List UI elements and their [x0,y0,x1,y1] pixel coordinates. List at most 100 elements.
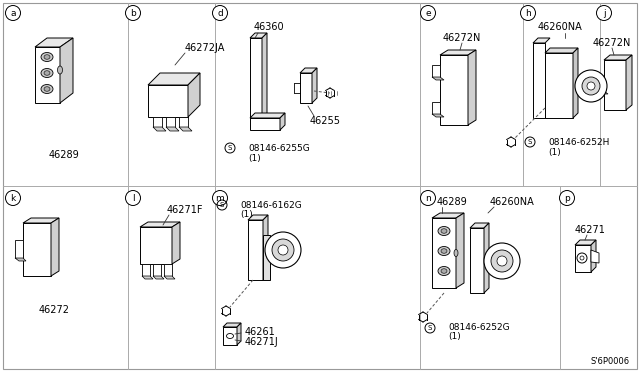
Ellipse shape [454,250,458,257]
Polygon shape [432,65,440,77]
Polygon shape [470,223,489,228]
Circle shape [6,190,20,205]
Text: (1): (1) [548,148,561,157]
Circle shape [420,190,435,205]
Text: 46272JA: 46272JA [185,43,225,53]
Polygon shape [263,215,268,280]
Text: m: m [216,193,225,202]
Ellipse shape [41,68,53,77]
Text: (1): (1) [248,154,260,163]
Polygon shape [250,33,267,38]
Polygon shape [164,276,175,279]
Polygon shape [575,240,596,245]
Text: S: S [528,139,532,145]
Text: e: e [425,9,431,17]
Text: 46260NA: 46260NA [490,197,535,207]
Circle shape [212,190,227,205]
Text: h: h [525,9,531,17]
Polygon shape [573,48,578,118]
Text: S'6P0006: S'6P0006 [591,357,630,366]
Polygon shape [300,68,317,73]
Text: 08146-6252H: 08146-6252H [548,138,609,147]
Polygon shape [172,222,180,264]
Text: 46272N: 46272N [443,33,481,43]
Text: S: S [228,145,232,151]
Text: 46360: 46360 [254,22,285,32]
Polygon shape [15,258,26,261]
Polygon shape [432,114,444,117]
Circle shape [265,232,301,268]
Circle shape [125,190,141,205]
Polygon shape [166,127,179,131]
Polygon shape [432,218,456,288]
Circle shape [497,256,507,266]
Polygon shape [23,223,51,276]
Ellipse shape [441,229,447,233]
Circle shape [125,6,141,20]
Text: a: a [10,9,16,17]
Text: 46260NA: 46260NA [538,22,582,32]
Polygon shape [263,235,270,280]
Text: 46261: 46261 [245,327,276,337]
Polygon shape [597,77,604,91]
Polygon shape [250,113,285,118]
Polygon shape [142,264,150,276]
Polygon shape [250,38,262,118]
Polygon shape [23,218,59,223]
Polygon shape [575,245,591,272]
Polygon shape [533,43,545,118]
Polygon shape [148,85,188,117]
Text: 46272N: 46272N [593,38,631,48]
Polygon shape [545,48,578,53]
Polygon shape [470,228,484,293]
Polygon shape [484,223,489,293]
Polygon shape [626,55,632,110]
Polygon shape [440,55,468,125]
Polygon shape [164,264,172,276]
Polygon shape [248,220,263,280]
Polygon shape [188,73,200,117]
Polygon shape [432,213,464,218]
Polygon shape [140,222,180,227]
Polygon shape [248,215,268,220]
Ellipse shape [41,52,53,61]
Text: 46289: 46289 [49,150,79,160]
Text: 08146-6162G: 08146-6162G [240,201,301,209]
Polygon shape [166,117,175,127]
Polygon shape [280,113,285,130]
Text: 46271F: 46271F [167,205,204,215]
Polygon shape [604,60,626,110]
Polygon shape [142,276,153,279]
Text: 08146-6255G: 08146-6255G [248,144,310,153]
Polygon shape [456,213,464,288]
Polygon shape [51,218,59,276]
Polygon shape [35,47,60,103]
Ellipse shape [44,55,50,59]
Circle shape [582,77,600,95]
Circle shape [587,82,595,90]
Polygon shape [591,250,599,263]
Polygon shape [604,55,632,60]
Polygon shape [35,38,73,47]
Polygon shape [533,38,550,43]
Ellipse shape [44,71,50,75]
Circle shape [212,6,227,20]
Circle shape [484,243,520,279]
Text: l: l [132,193,134,202]
Ellipse shape [58,66,63,74]
Text: (1): (1) [240,209,253,218]
Polygon shape [179,117,188,127]
Polygon shape [60,38,73,103]
Circle shape [491,250,513,272]
Text: k: k [10,193,15,202]
Polygon shape [15,240,23,258]
Polygon shape [312,68,317,103]
Text: d: d [217,9,223,17]
Polygon shape [153,127,166,131]
Polygon shape [468,50,476,125]
Circle shape [559,190,575,205]
Polygon shape [597,91,608,94]
Polygon shape [250,118,280,130]
Ellipse shape [438,247,450,256]
Text: 46289: 46289 [437,197,468,207]
